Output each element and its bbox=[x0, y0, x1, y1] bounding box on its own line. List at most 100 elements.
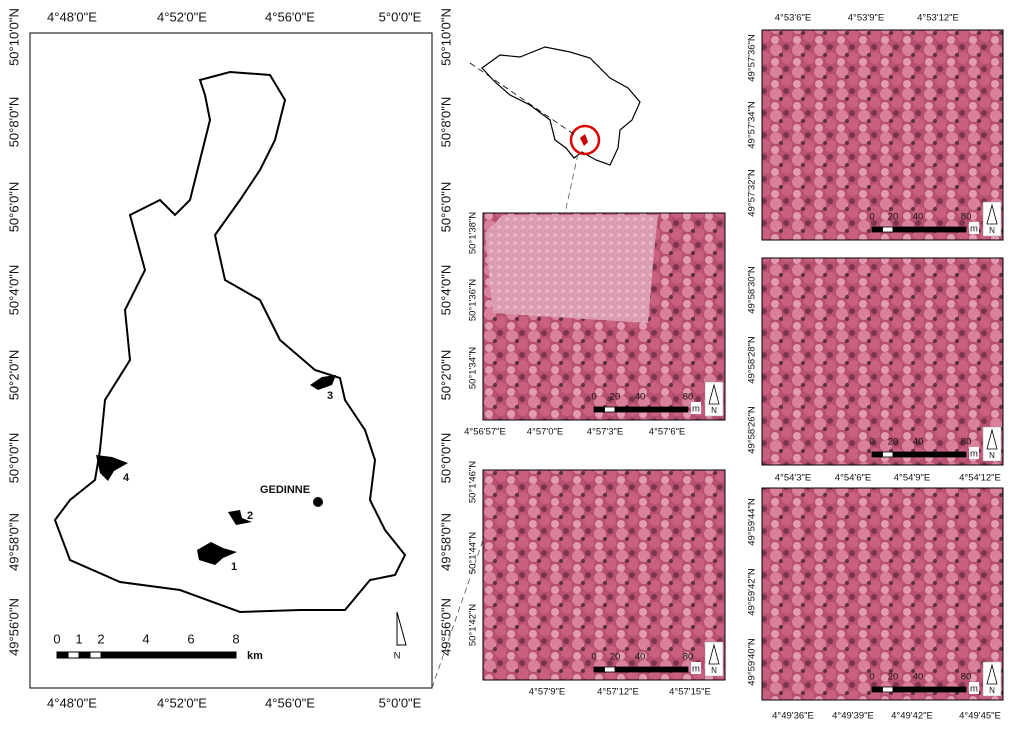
leader-line bbox=[431, 539, 484, 689]
lon-label: 4°53'6"E bbox=[775, 13, 811, 24]
north-label: N bbox=[711, 406, 717, 415]
scale-segment bbox=[89, 651, 102, 659]
lon-label: 4°57'15"E bbox=[669, 687, 711, 698]
lon-label: 4°53'9"E bbox=[848, 13, 884, 24]
lat-label: 50°0'0"N bbox=[6, 433, 21, 484]
scale-label: 0 bbox=[869, 437, 874, 448]
scale-label: 80 bbox=[961, 437, 972, 448]
unit-box bbox=[969, 682, 979, 694]
aerial-image bbox=[761, 29, 1004, 241]
site-location bbox=[580, 134, 588, 146]
north-label: N bbox=[711, 666, 717, 675]
lat-label: 50°1'34"N bbox=[468, 347, 479, 389]
lon-label: 4°52'0"E bbox=[157, 695, 207, 710]
north-arrow bbox=[986, 663, 998, 685]
scale-label: 40 bbox=[635, 652, 646, 663]
lat-label: 50°4'0"N bbox=[6, 265, 21, 316]
lat-label: 49°57'36"N bbox=[747, 34, 758, 82]
lon-label: 4°56'57"E bbox=[464, 427, 506, 438]
scale-segment bbox=[593, 406, 605, 413]
scale-segment bbox=[604, 406, 616, 413]
lat-label: 49°57'32"N bbox=[747, 169, 758, 217]
scale-label: 20 bbox=[888, 672, 899, 683]
lat-label: 49°58'0"N bbox=[6, 513, 21, 571]
lat-label: 50°4'0"N bbox=[438, 265, 453, 316]
lat-label: 50°2'0"N bbox=[438, 350, 453, 401]
scale-segment bbox=[892, 686, 919, 693]
site-2 bbox=[228, 510, 252, 525]
lat-label: 50°1'46"N bbox=[468, 461, 479, 503]
scale-segment bbox=[917, 686, 967, 693]
scale-label: 80 bbox=[961, 212, 972, 223]
scale-label: 0 bbox=[53, 631, 60, 646]
scale-segment bbox=[882, 226, 894, 233]
lon-label: 4°56'0"E bbox=[265, 695, 315, 710]
scale-label: 0 bbox=[591, 392, 596, 403]
lat-label: 49°59'42"N bbox=[747, 568, 758, 616]
scale-segment bbox=[614, 406, 641, 413]
scale-label: 4 bbox=[142, 631, 149, 646]
lat-label: 49°57'34"N bbox=[747, 101, 758, 149]
north-label: N bbox=[989, 686, 995, 695]
scale-segment bbox=[871, 686, 883, 693]
lon-label: 4°54'6"E bbox=[835, 473, 871, 484]
lon-label: 4°49'45"E bbox=[959, 711, 1001, 722]
site-3 bbox=[310, 375, 336, 390]
lon-label: 4°53'12"E bbox=[917, 13, 959, 24]
scale-label: 8 bbox=[232, 631, 239, 646]
lat-label: 50°0'0"N bbox=[438, 433, 453, 484]
scale-unit: m bbox=[970, 684, 978, 695]
leader-line bbox=[469, 62, 576, 136]
scale-segment bbox=[145, 651, 192, 659]
north-arrow bbox=[708, 383, 720, 405]
scale-label: 80 bbox=[961, 672, 972, 683]
unit-box bbox=[691, 402, 701, 414]
lat-label: 50°8'0"N bbox=[6, 97, 21, 148]
site-label: 4 bbox=[123, 472, 130, 484]
scale-segment bbox=[639, 406, 689, 413]
scale-segment bbox=[882, 451, 894, 458]
north-box bbox=[704, 641, 724, 677]
leader-line bbox=[564, 153, 579, 214]
town-marker bbox=[313, 497, 323, 507]
north-arrow bbox=[396, 611, 407, 646]
north-label: N bbox=[989, 226, 995, 235]
lat-label: 49°59'40"N bbox=[747, 638, 758, 686]
lon-label: 4°54'12"E bbox=[959, 473, 1001, 484]
north-arrow bbox=[986, 203, 998, 225]
scale-segment bbox=[892, 226, 919, 233]
unit-box bbox=[969, 222, 979, 234]
scale-label: 20 bbox=[888, 437, 899, 448]
lat-label: 50°10'0"N bbox=[438, 8, 453, 66]
scale-label: 20 bbox=[888, 212, 899, 223]
lon-label: 4°57'0"E bbox=[527, 427, 563, 438]
town-label: GEDINNE bbox=[260, 484, 310, 496]
north-box bbox=[704, 381, 724, 417]
scale-segment bbox=[639, 666, 689, 673]
scale-label: 0 bbox=[869, 212, 874, 223]
lon-label: 4°48'0"E bbox=[47, 695, 97, 710]
north-arrow bbox=[986, 428, 998, 450]
inset-highlight bbox=[569, 124, 601, 156]
scale-segment bbox=[56, 651, 69, 659]
scale-label: 80 bbox=[683, 392, 694, 403]
lon-label: 4°48'0"E bbox=[47, 9, 97, 24]
scale-unit: m bbox=[692, 404, 700, 415]
lat-label: 49°58'30"N bbox=[747, 266, 758, 314]
lon-label: 4°57'9"E bbox=[529, 687, 565, 698]
scale-label: 1 bbox=[75, 631, 82, 646]
lat-label: 50°1'42"N bbox=[468, 604, 479, 646]
scale-label: 40 bbox=[635, 392, 646, 403]
scale-segment bbox=[882, 686, 894, 693]
unit-box bbox=[691, 662, 701, 674]
scale-segment bbox=[67, 651, 80, 659]
scale-unit: km bbox=[247, 650, 263, 662]
site-label: 3 bbox=[327, 390, 333, 402]
study-area-outline bbox=[53, 70, 407, 614]
lat-label: 50°2'0"N bbox=[6, 350, 21, 401]
site-4 bbox=[96, 455, 128, 481]
scale-segment bbox=[892, 451, 919, 458]
lon-label: 4°57'6"E bbox=[649, 427, 685, 438]
lon-label: 4°52'0"E bbox=[157, 9, 207, 24]
